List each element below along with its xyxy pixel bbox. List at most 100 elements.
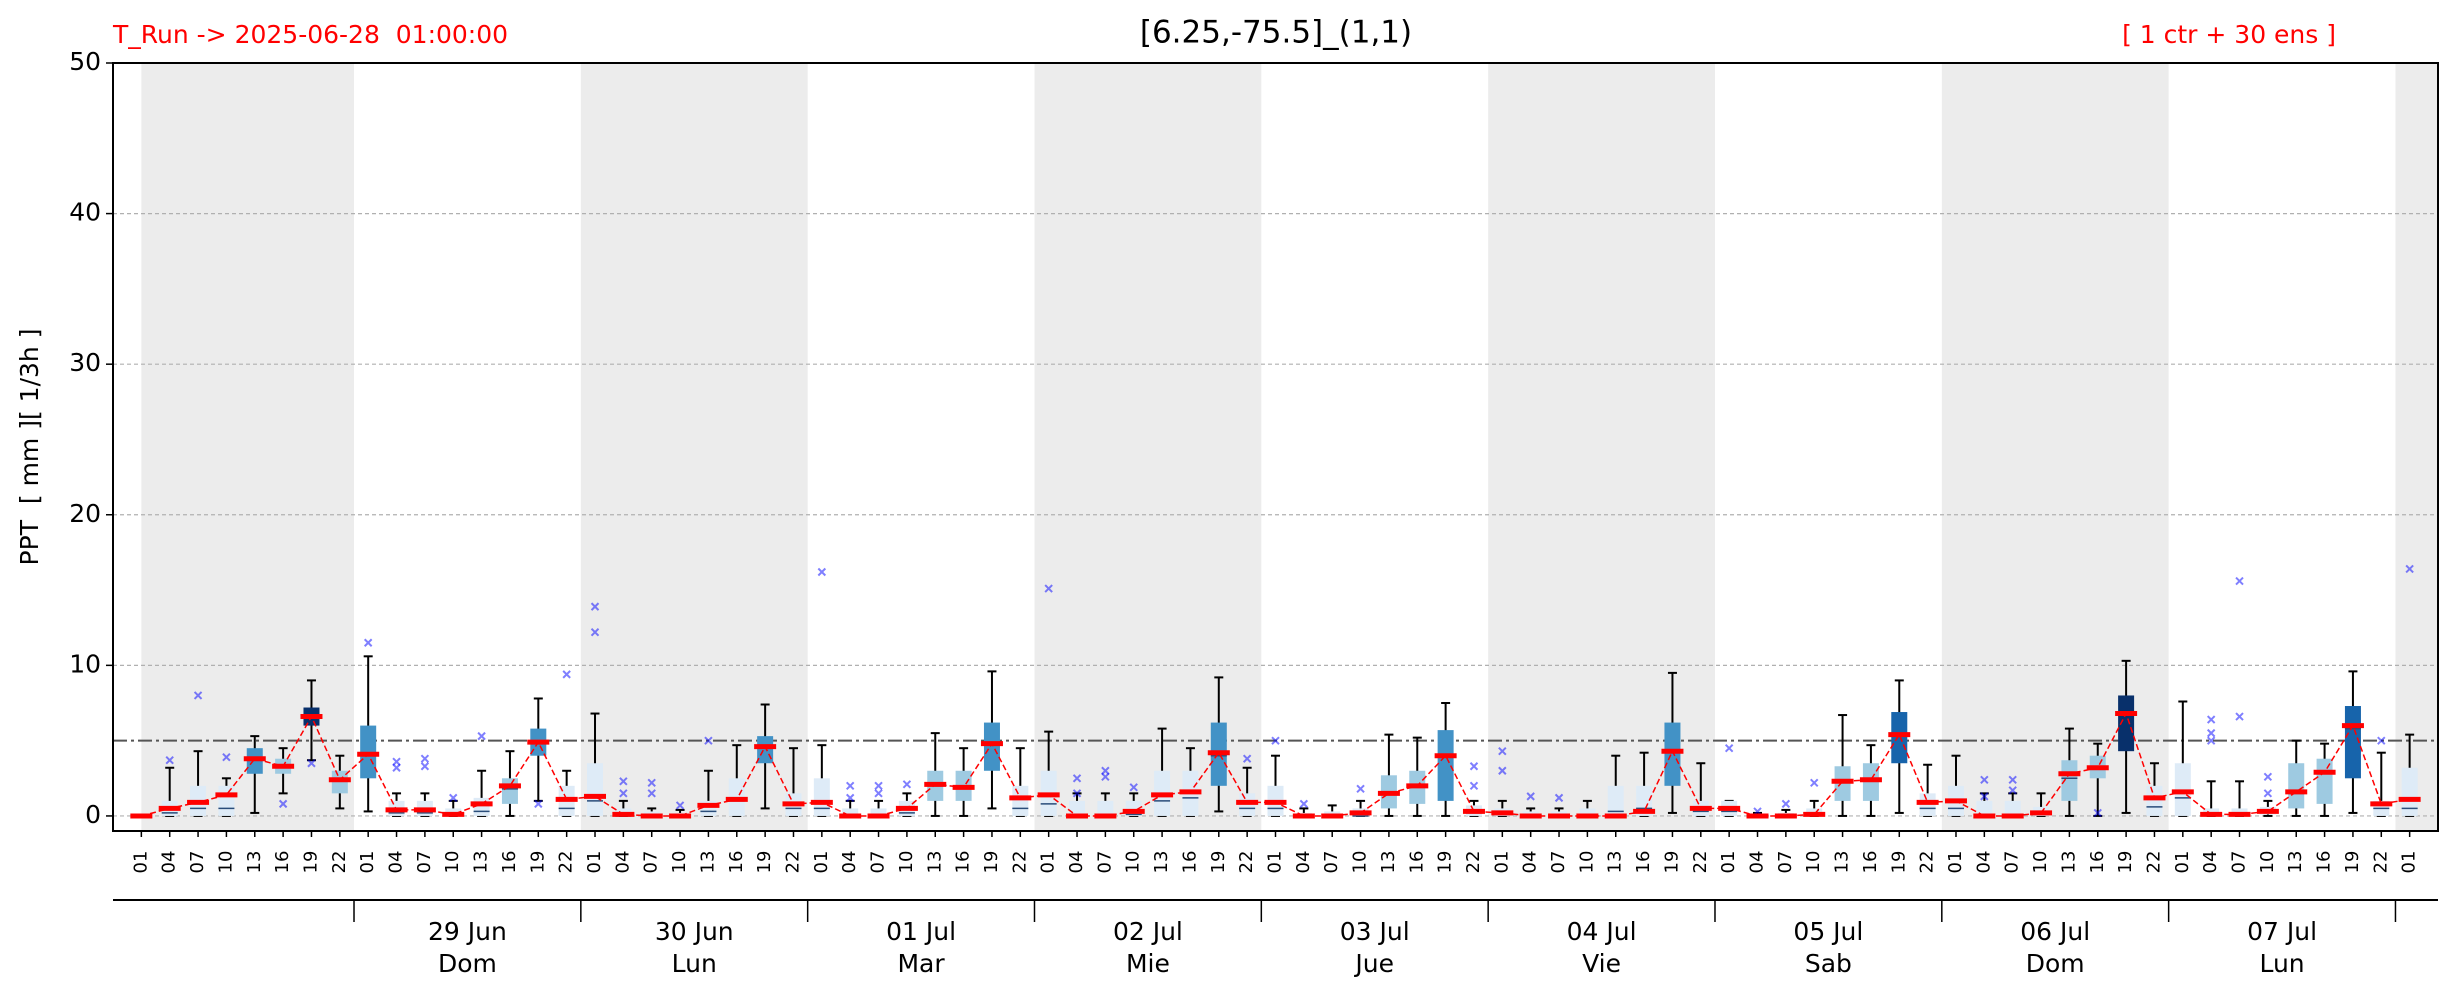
flier [619,777,628,786]
flier [1724,743,1734,753]
box [2288,763,2305,809]
x-tick-label: 19 [2342,851,2363,874]
x-tick-label: 10 [1803,851,1824,874]
day-weekday: Sab [1805,949,1852,978]
box [2004,800,2021,816]
flier [647,778,656,788]
x-tick-label: 07 [1548,851,1569,874]
box [2061,760,2078,801]
x-tick-label: 10 [1123,851,1144,874]
x-tick-label: 22 [1236,851,1257,874]
box [1097,800,1114,816]
flier [477,731,486,741]
x-tick-label: 01 [2172,851,2193,874]
flier [307,759,316,768]
x-tick-label: 10 [1350,851,1371,874]
x-tick-label: 01 [1718,851,1739,874]
plot-frame [112,62,2439,832]
flier [1980,775,1989,785]
flier [1356,784,1365,794]
x-tick-label: 19 [754,851,775,874]
x-tick-label: 10 [2030,851,2051,874]
flier [1271,736,1280,745]
flier [2093,808,2102,818]
flier [845,793,855,803]
flier [2263,789,2273,798]
x-tick-label: 04 [839,851,860,874]
box [1607,785,1624,816]
day-date: 06 Jul [2020,917,2090,946]
box [983,722,1000,771]
x-tick-label: 04 [1747,851,1768,874]
y-tick-label: 10 [69,649,101,678]
day-weekday: Dom [2026,949,2085,978]
x-tick-label: 16 [1633,851,1654,874]
x-tick-label: 19 [1208,851,1229,874]
x-tick-label: 13 [471,851,492,874]
box [1437,730,1454,801]
x-tick-label: 19 [2115,851,2136,874]
box [842,808,859,816]
day-shade [2395,63,2438,831]
flier [647,789,656,798]
box [1976,800,1993,816]
x-tick-label: 01 [1038,851,1059,874]
flier [1044,584,1053,593]
box [2118,695,2135,752]
x-tick-label: 22 [1917,851,1938,874]
x-tick-label: 22 [782,851,803,874]
x-tick-label: 16 [1860,851,1881,874]
x-tick-label: 19 [527,851,548,874]
x-tick-label: 04 [1520,851,1541,874]
flier [363,638,373,647]
flier [1242,754,1252,763]
day-date: 05 Jul [1793,917,1863,946]
flier [2206,728,2216,738]
x-tick-label: 13 [2285,851,2306,874]
x-tick-label: 07 [641,851,662,874]
x-tick-label: 01 [2399,851,2420,874]
y-tick-label: 0 [85,800,101,829]
box [757,736,774,764]
flier [2206,715,2216,724]
x-tick-label: 07 [868,851,889,874]
day-date: 07 Jul [2247,917,2317,946]
y-tick-label: 50 [69,47,101,76]
x-tick-label: 13 [1151,851,1172,874]
day-date: 29 Jun [428,917,507,946]
day-weekday: Mie [1126,949,1170,978]
flier [2405,564,2414,574]
flier [817,567,827,577]
box [501,778,518,804]
flier [1129,783,1138,792]
flier [562,670,571,679]
flier [704,736,713,745]
flier [675,801,685,810]
x-tick-label: 22 [1463,851,1484,874]
x-tick-label: 04 [612,851,633,874]
box [1891,712,1908,764]
flier [2263,772,2273,781]
flier [1101,766,1110,775]
flier [1980,792,1989,801]
box [1012,785,1029,816]
flier [165,756,174,765]
flier [845,781,855,791]
x-tick-label: 04 [1973,851,1994,874]
x-tick-label: 10 [215,851,236,874]
x-tick-label: 10 [1576,851,1597,874]
box [473,797,490,816]
run-label: T_Run -> 2025-06-28 01:00:00 [112,20,508,49]
flier [874,781,883,791]
x-tick-label: 16 [953,851,974,874]
day-weekday: Jue [1353,949,1394,978]
flier [420,762,430,771]
day-date: 30 Jun [655,917,734,946]
x-tick-label: 10 [2257,851,2278,874]
flier [2235,712,2244,721]
x-tick-label: 07 [187,851,208,874]
box [2316,758,2333,804]
day-date: 04 Jul [1567,917,1637,946]
x-tick-label: 07 [1775,851,1796,874]
